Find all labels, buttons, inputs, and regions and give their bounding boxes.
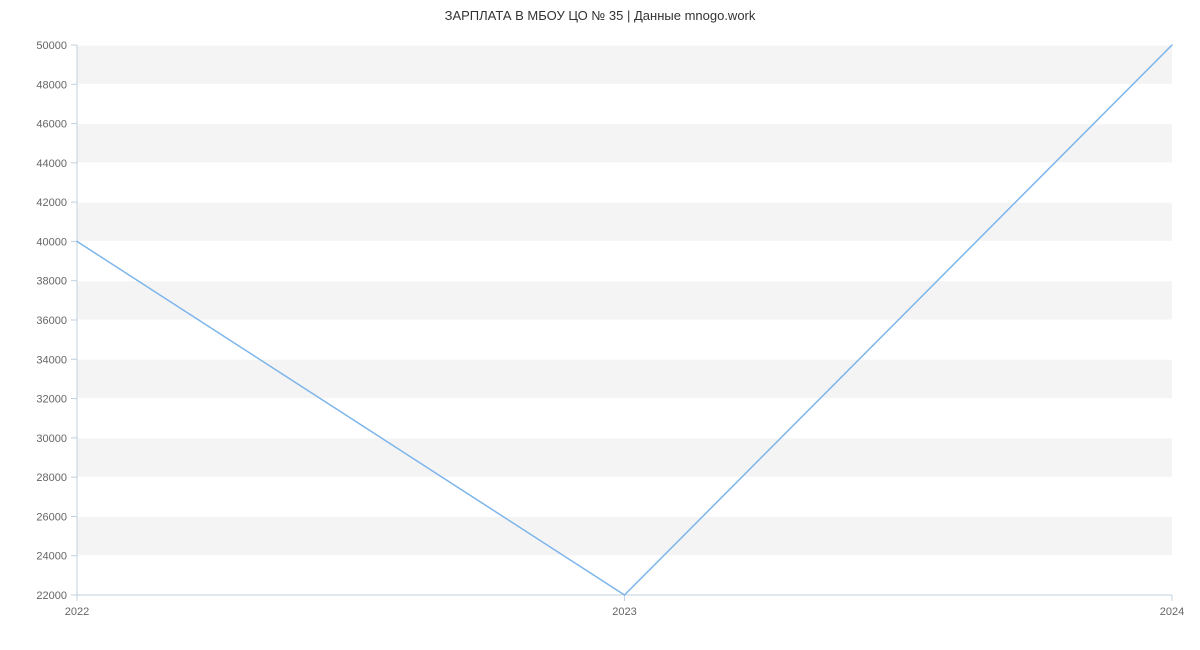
svg-text:32000: 32000 <box>36 394 67 406</box>
svg-text:42000: 42000 <box>36 197 67 209</box>
svg-text:26000: 26000 <box>36 511 67 523</box>
svg-text:30000: 30000 <box>36 433 67 445</box>
svg-text:24000: 24000 <box>36 551 67 563</box>
salary-line-chart: ЗАРПЛАТА В МБОУ ЦО № 35 | Данные mnogo.w… <box>0 0 1200 650</box>
svg-text:34000: 34000 <box>36 354 67 366</box>
svg-text:2022: 2022 <box>65 606 89 618</box>
svg-text:40000: 40000 <box>36 236 67 248</box>
svg-text:22000: 22000 <box>36 590 67 602</box>
svg-text:48000: 48000 <box>36 79 67 91</box>
chart-svg: 22000 24000 26000 28000 30000 32000 34000 36000… <box>0 0 1200 650</box>
svg-text:2024: 2024 <box>1160 606 1184 618</box>
svg-text:2023: 2023 <box>612 606 636 618</box>
chart-title: ЗАРПЛАТА В МБОУ ЦО № 35 | Данные mnogo.w… <box>0 8 1200 23</box>
svg-text:50000: 50000 <box>36 40 67 52</box>
svg-text:44000: 44000 <box>36 158 67 170</box>
svg-text:46000: 46000 <box>36 119 67 131</box>
svg-text:38000: 38000 <box>36 276 67 288</box>
svg-text:28000: 28000 <box>36 472 67 484</box>
svg-text:36000: 36000 <box>36 315 67 327</box>
